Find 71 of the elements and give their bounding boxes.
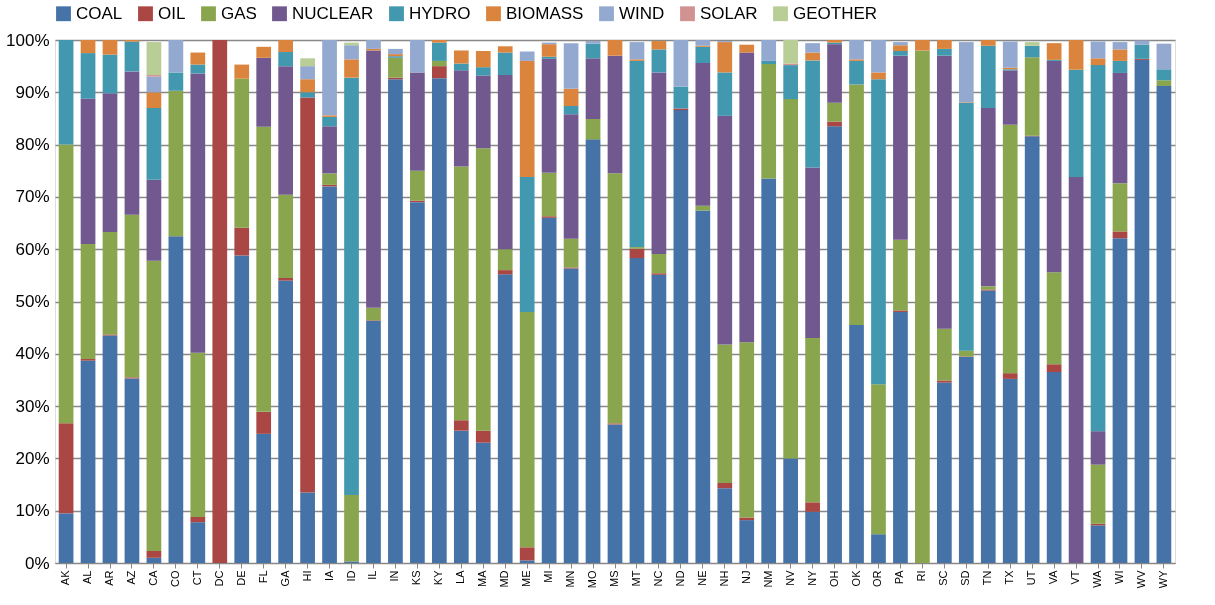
- y-tick-label: 60%: [15, 239, 50, 259]
- x-tick-label: IN: [388, 570, 401, 582]
- y-tick-label: 10%: [15, 501, 50, 521]
- x-tick-label: VA: [1047, 569, 1060, 585]
- legend-label: NUCLEAR: [292, 3, 374, 23]
- x-tick-label: HI: [300, 570, 313, 582]
- x-tick-label: TN: [981, 570, 994, 586]
- y-tick-label: 40%: [15, 344, 50, 364]
- x-tick-label: GA: [278, 569, 291, 587]
- x-tick-label: WY: [1156, 569, 1169, 589]
- legend-label: COAL: [76, 3, 123, 23]
- x-tick-label: NE: [695, 570, 708, 586]
- x-tick-label: KS: [410, 570, 423, 586]
- x-tick-label: AK: [59, 569, 72, 586]
- y-tick-label: 30%: [15, 396, 50, 416]
- x-tick-label: MA: [476, 569, 489, 587]
- legend-label: SOLAR: [700, 3, 758, 23]
- x-tick-label: MO: [586, 570, 599, 589]
- x-tick-label: VT: [1069, 570, 1082, 585]
- legend-label: WIND: [619, 3, 665, 23]
- x-tick-label: NV: [783, 569, 796, 586]
- x-tick-label: UT: [1025, 570, 1038, 586]
- x-tick-label: LA: [454, 569, 467, 584]
- x-tick-label: CO: [168, 570, 181, 587]
- x-tick-label: WI: [1113, 570, 1125, 584]
- legend-label: OIL: [158, 3, 186, 23]
- x-tick-label: OK: [849, 569, 862, 587]
- x-tick-label: NH: [717, 570, 730, 587]
- x-tick-label: NJ: [739, 570, 752, 584]
- x-tick-label: SC: [937, 570, 950, 586]
- x-tick-label: NC: [651, 570, 664, 587]
- x-tick-label: MI: [542, 570, 555, 583]
- x-tick-label: SD: [959, 570, 972, 586]
- x-tick-label: NM: [761, 570, 774, 588]
- x-tick-label: MT: [629, 570, 642, 587]
- x-tick-label: IA: [322, 569, 335, 581]
- x-tick-label: DE: [234, 570, 247, 586]
- x-tick-label: MD: [498, 570, 511, 588]
- x-tick-label: AR: [103, 570, 115, 586]
- x-tick-label: KY: [432, 569, 445, 586]
- x-tick-label: WV: [1134, 569, 1147, 589]
- y-tick-label: 20%: [15, 448, 50, 468]
- x-tick-label: MN: [564, 570, 577, 588]
- legend-label: BIOMASS: [506, 3, 584, 23]
- x-tick-label: DC: [212, 570, 225, 587]
- y-tick-label: 100%: [6, 30, 50, 50]
- x-tick-label: OR: [871, 570, 884, 587]
- legend-label: HYDRO: [409, 3, 471, 23]
- legend-label: GAS: [221, 3, 257, 23]
- y-tick-label: 70%: [15, 187, 50, 207]
- legend-label: GEOTHER: [793, 3, 878, 23]
- x-tick-label: WA: [1091, 569, 1104, 588]
- x-tick-label: TX: [1003, 569, 1016, 585]
- x-tick-label: ND: [673, 570, 686, 587]
- x-tick-label: AL: [81, 570, 94, 584]
- x-tick-label: AZ: [124, 570, 137, 585]
- x-tick-label: CA: [146, 569, 159, 586]
- x-tick-label: ID: [344, 570, 357, 582]
- y-tick-label: 90%: [15, 82, 50, 102]
- y-tick-label: 50%: [15, 292, 50, 311]
- x-tick-label: RI: [915, 570, 928, 582]
- y-tick-label: 80%: [15, 135, 50, 155]
- x-tick-label: MS: [608, 570, 620, 587]
- x-tick-label: NY: [805, 569, 818, 586]
- x-tick-label: CT: [190, 570, 203, 586]
- x-tick-label: OH: [827, 570, 840, 587]
- x-tick-label: IL: [366, 570, 379, 580]
- y-tick-label: 0%: [24, 553, 50, 573]
- x-tick-label: ME: [520, 570, 533, 587]
- x-tick-label: PA: [893, 569, 906, 585]
- x-tick-label: FL: [256, 570, 269, 584]
